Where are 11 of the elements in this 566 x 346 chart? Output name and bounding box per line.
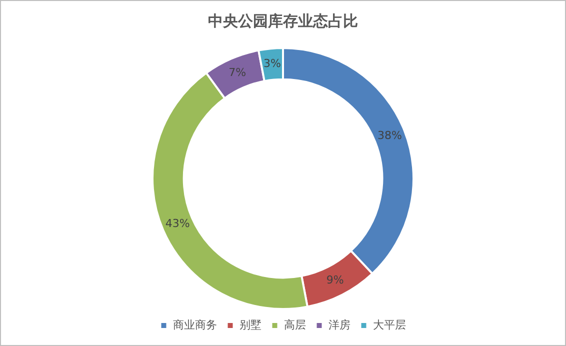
data-label: 43% xyxy=(165,216,190,230)
chart-title: 中央公园库存业态占比 xyxy=(208,12,358,30)
data-label: 7% xyxy=(228,66,246,79)
legend-label: 大平层 xyxy=(372,318,406,332)
data-label: 9% xyxy=(326,274,344,287)
legend-label: 洋房 xyxy=(328,318,350,332)
data-label: 3% xyxy=(263,57,281,70)
legend-label: 别墅 xyxy=(239,318,262,332)
legend-label: 高层 xyxy=(284,318,306,332)
legend-label: 商业商务 xyxy=(172,318,217,332)
data-label: 38% xyxy=(378,129,402,142)
